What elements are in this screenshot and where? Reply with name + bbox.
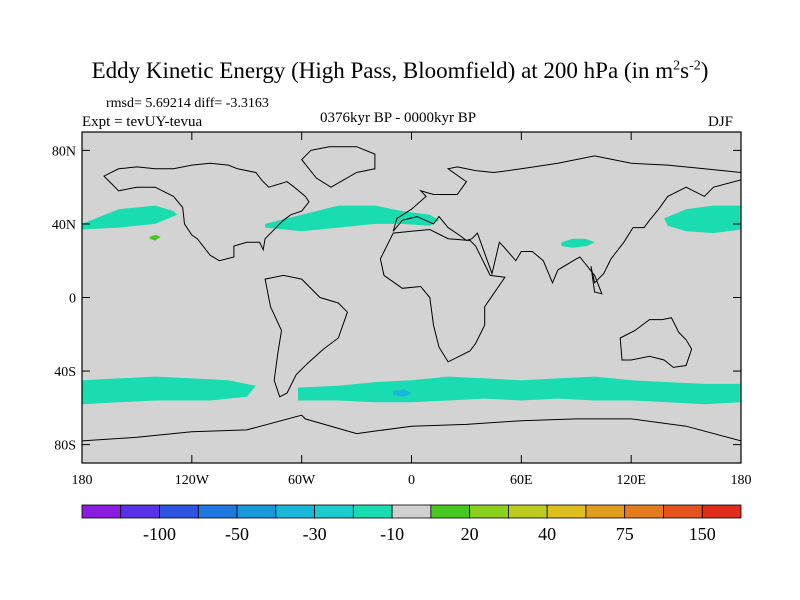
lon-tick-label: 60W [288,473,316,488]
colorbar-label: -10 [380,524,404,544]
title-mid: s [680,58,690,83]
colorbar-label: -30 [303,524,327,544]
anomaly-southern-ocean-band-east [298,376,741,405]
season-label: DJF [708,114,734,130]
anomaly-tibet-patch [561,238,595,248]
colorbar-swatch [585,504,626,519]
stats-label: rmsd= 5.69214 diff= -3.3163 [106,96,269,111]
colorbar-label: 75 [616,524,634,544]
colorbar-swatch [430,504,471,519]
colorbar-swatch [508,504,548,519]
coastline-australia [619,317,693,368]
coastline-south-america [264,274,348,398]
period-label: 0376kyr BP - 0000kyr BP [320,110,477,126]
colorbar-label: -100 [143,524,176,544]
anomaly-hawaii-green-patch [149,235,161,241]
coastline-greenland [301,146,376,188]
colorbar-swatch [314,504,354,519]
map-background [82,132,741,463]
map-title: Eddy Kinetic Energy (High Pass, Bloomfie… [0,58,800,84]
colorbar-swatch [469,504,509,519]
coastline-north-america [103,162,310,262]
title-main: Eddy Kinetic Energy (High Pass, Bloomfie… [91,58,674,83]
coastline-antarctica [82,414,741,442]
lat-tick-label: 40S [54,365,76,380]
lon-tick-label: 0 [408,473,415,488]
lon-tick-label: 180 [72,473,93,488]
lon-tick-label: 120W [175,473,210,488]
anomaly-north-atlantic-band [265,205,439,232]
title-sup-1: 2 [673,58,681,74]
colorbar-swatch [352,504,393,519]
colorbar: -100 -50 -30 -10 20 40 75 150 [81,504,742,544]
anomaly-southern-ocean-blue-patch [393,389,412,397]
colorbar-swatch [701,504,742,519]
colorbar-swatch [275,504,315,519]
anomaly-north-pacific-band [82,205,178,230]
lon-tick-label: 180 [731,473,752,488]
title-sup-2: -2 [689,58,701,74]
colorbar-swatch [81,504,122,519]
coastline-eurasia [392,155,741,295]
colorbar-swatch [546,504,587,519]
lon-tick-label: 60E [510,473,533,488]
map-area [82,132,741,463]
lat-tick-label: 80S [54,439,76,454]
colorbar-swatch [236,504,277,519]
coastline-africa [379,228,506,363]
colorbar-swatch [197,504,238,519]
colorbar-label: 20 [461,524,479,544]
experiment-label: Expt = tevUY-tevua [82,114,203,130]
colorbar-swatch [120,504,160,519]
colorbar-swatch [663,504,703,519]
map-axes: 80N 40N 0 40S 80S 180 120W 60W 0 60E 120E 180 [52,131,752,488]
lat-tick-label: 40N [52,218,76,233]
title-end: ) [700,58,709,83]
lat-tick-label: 0 [69,292,76,307]
lat-tick-label: 80N [52,144,76,159]
colorbar-label: 40 [538,524,556,544]
colorbar-swatch [159,504,199,519]
anomaly-west-pacific-band [664,205,741,234]
lon-tick-label: 120E [616,473,646,488]
colorbar-label: -50 [225,524,249,544]
colorbar-label: 150 [689,524,716,544]
colorbar-swatch [391,504,432,519]
colorbar-swatch [624,504,664,519]
anomaly-southern-ocean-band-west [82,376,256,405]
